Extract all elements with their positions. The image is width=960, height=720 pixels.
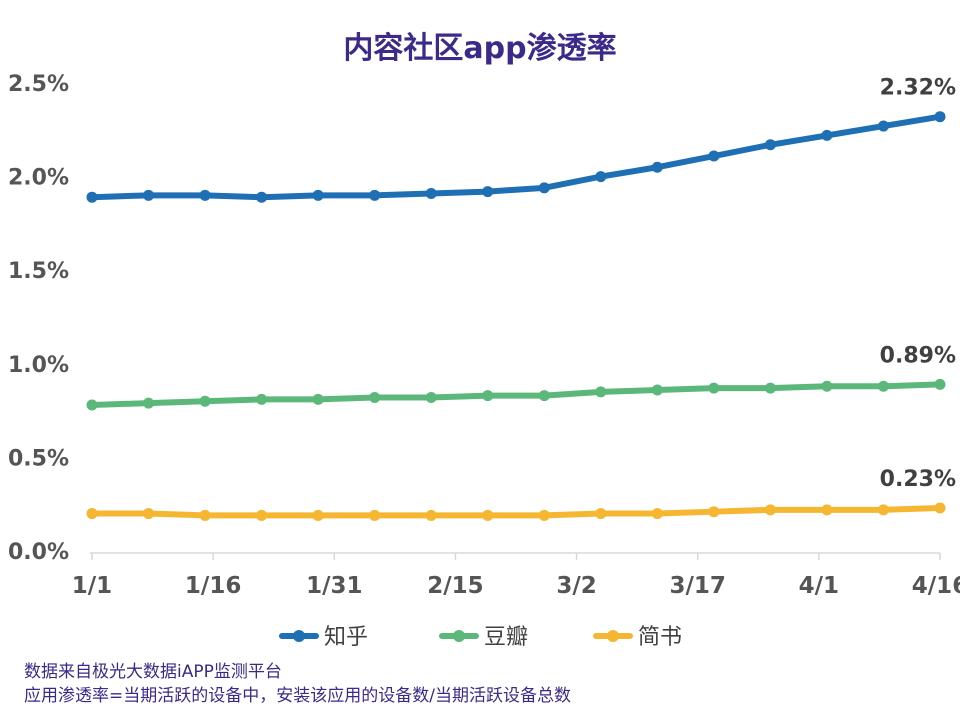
data-point-豆瓣 [651, 384, 663, 396]
data-point-豆瓣 [199, 395, 211, 407]
data-point-知乎 [877, 120, 889, 132]
data-point-知乎 [369, 189, 381, 201]
x-tick-label: 2/15 [427, 573, 483, 599]
legend-label-知乎: 知乎 [324, 625, 368, 650]
legend: 知乎 豆瓣 简书 [279, 625, 682, 650]
data-point-知乎 [143, 189, 155, 201]
legend-marker-简书 [607, 630, 619, 642]
y-tick-label: 1.0% [8, 353, 69, 378]
chart-notes: 数据来自极光大数据iAPP监测平台 应用渗透率=当期活跃的设备中，安装该应用的设… [24, 660, 571, 708]
data-point-豆瓣 [143, 397, 155, 409]
x-tick-label: 4/16 [912, 573, 960, 599]
data-point-知乎 [312, 189, 324, 201]
series-layer [86, 111, 946, 521]
data-point-简书 [86, 508, 98, 520]
data-point-豆瓣 [877, 380, 889, 392]
data-point-知乎 [821, 129, 833, 141]
data-point-豆瓣 [708, 382, 720, 394]
series-line-简书 [89, 504, 943, 519]
end-value-label-简书: 0.23% [880, 467, 956, 492]
data-point-简书 [369, 509, 381, 521]
y-tick-label: 1.5% [8, 259, 69, 284]
series-line-知乎 [89, 113, 943, 201]
data-point-简书 [425, 509, 437, 521]
data-point-简书 [651, 508, 663, 520]
data-point-简书 [256, 509, 268, 521]
data-point-简书 [764, 504, 776, 516]
series-line-豆瓣 [89, 381, 943, 408]
data-point-知乎 [934, 111, 946, 123]
end-value-label-豆瓣: 0.89% [880, 343, 956, 368]
y-tick-label: 2.0% [8, 166, 69, 191]
data-point-简书 [312, 509, 324, 521]
data-point-豆瓣 [312, 393, 324, 405]
legend-marker-豆瓣 [453, 630, 465, 642]
data-point-豆瓣 [934, 378, 946, 390]
x-tick-label: 3/2 [556, 573, 596, 599]
data-point-知乎 [651, 161, 663, 173]
data-point-简书 [821, 504, 833, 516]
labels-layer: 2.32% 0.89% 0.23% [880, 76, 956, 492]
data-point-知乎 [256, 191, 268, 203]
x-tick-label: 4/1 [799, 573, 839, 599]
data-point-豆瓣 [86, 399, 98, 411]
data-point-知乎 [708, 150, 720, 162]
data-point-知乎 [86, 191, 98, 203]
data-point-简书 [143, 508, 155, 520]
x-tick-label: 1/16 [185, 573, 241, 599]
data-point-知乎 [595, 171, 607, 183]
axes: 0.0% 0.5% 1.0% 1.5% 2.0% 2.5% 1/1 1/16 1/31 2/15 3… [8, 72, 960, 599]
data-point-知乎 [199, 189, 211, 201]
legend-label-简书: 简书 [638, 625, 682, 650]
definition-note: 应用渗透率=当期活跃的设备中，安装该应用的设备数/当期活跃设备总数 [24, 686, 571, 706]
data-point-简书 [595, 508, 607, 520]
data-point-知乎 [764, 139, 776, 151]
chart-title: 内容社区app渗透率 [343, 31, 616, 66]
data-point-知乎 [538, 182, 550, 194]
x-tick-label: 3/17 [670, 573, 726, 599]
data-point-知乎 [482, 186, 494, 198]
legend-marker-知乎 [293, 630, 305, 642]
data-point-简书 [877, 504, 889, 516]
end-value-label-知乎: 2.32% [880, 76, 956, 101]
data-point-豆瓣 [595, 386, 607, 398]
data-point-豆瓣 [538, 390, 550, 402]
data-point-豆瓣 [482, 390, 494, 402]
data-point-豆瓣 [425, 391, 437, 403]
x-tick-label: 1/31 [306, 573, 362, 599]
data-point-知乎 [425, 187, 437, 199]
data-point-简书 [482, 509, 494, 521]
source-note: 数据来自极光大数据iAPP监测平台 [24, 662, 282, 682]
data-point-豆瓣 [821, 380, 833, 392]
data-point-豆瓣 [369, 391, 381, 403]
y-tick-label: 0.0% [8, 540, 69, 565]
y-tick-label: 0.5% [8, 446, 69, 471]
legend-label-豆瓣: 豆瓣 [484, 625, 528, 650]
y-tick-label: 2.5% [8, 72, 69, 97]
data-point-简书 [708, 506, 720, 518]
data-point-简书 [538, 509, 550, 521]
x-tick-label: 1/1 [72, 573, 112, 599]
data-point-豆瓣 [764, 382, 776, 394]
data-point-简书 [199, 509, 211, 521]
data-point-简书 [934, 502, 946, 514]
data-point-豆瓣 [256, 393, 268, 405]
